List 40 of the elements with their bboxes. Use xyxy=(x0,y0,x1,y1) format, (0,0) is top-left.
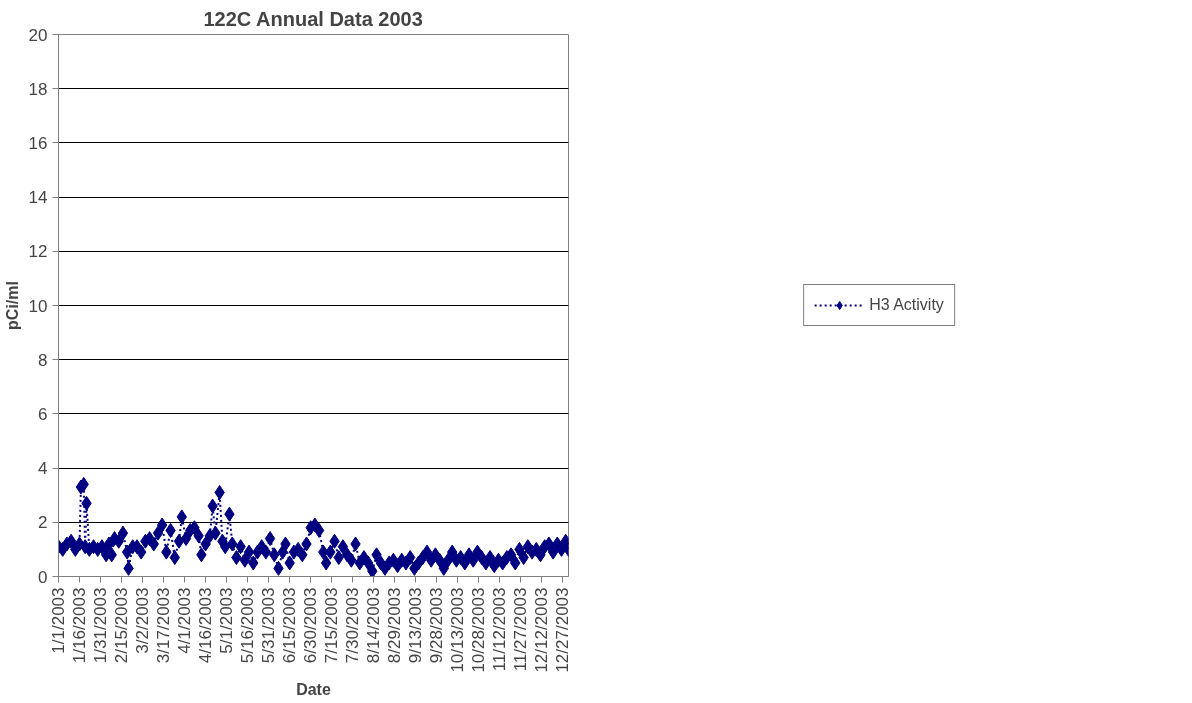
y-tick-label: 2 xyxy=(38,513,48,533)
x-tick-label: 5/16/2003 xyxy=(238,587,258,664)
y-tick-label: 12 xyxy=(28,242,48,262)
y-tick-label: 10 xyxy=(28,296,48,316)
x-axis-title: Date xyxy=(296,680,331,698)
y-tick-label: 18 xyxy=(28,79,48,99)
x-tick-label: 7/30/2003 xyxy=(343,587,363,664)
y-tick-label: 14 xyxy=(28,188,48,208)
y-tick-label: 6 xyxy=(38,404,48,424)
x-tick-label: 11/27/2003 xyxy=(511,587,531,672)
x-tick-label: 1/1/2003 xyxy=(49,587,68,654)
x-tick-label: 7/15/2003 xyxy=(322,587,342,664)
x-tick-label: 10/28/2003 xyxy=(469,587,489,673)
x-tick-label: 3/17/2003 xyxy=(154,587,174,664)
y-tick-label: 0 xyxy=(38,567,48,587)
y-tick-label: 4 xyxy=(38,459,48,479)
x-tick-label: 5/1/2003 xyxy=(217,587,237,654)
x-tick-label: 4/16/2003 xyxy=(196,587,216,664)
x-tick-label: 12/12/2003 xyxy=(532,587,552,673)
y-tick-label: 8 xyxy=(38,350,48,370)
x-tick-label: 1/16/2003 xyxy=(70,587,90,664)
x-tick-label: 9/13/2003 xyxy=(406,587,426,664)
x-tick-label: 1/31/2003 xyxy=(91,587,111,664)
y-axis-title: pCi/ml xyxy=(3,281,21,330)
x-tick-label: 6/30/2003 xyxy=(301,587,321,664)
x-tick-label: 2/15/2003 xyxy=(112,587,132,664)
x-tick-label: 6/15/2003 xyxy=(280,587,300,664)
x-tick-label: 8/14/2003 xyxy=(364,587,384,664)
x-tick-label: 9/28/2003 xyxy=(427,587,447,664)
x-tick-label: 11/12/2003 xyxy=(490,587,510,672)
y-tick-label: 20 xyxy=(28,25,48,45)
x-tick-label: 4/1/2003 xyxy=(175,587,195,654)
chart-title: 122C Annual Data 2003 xyxy=(203,7,423,30)
x-tick-label: 8/29/2003 xyxy=(385,587,405,664)
y-tick-label: 16 xyxy=(28,133,48,153)
x-tick-label: 12/27/2003 xyxy=(553,587,573,673)
x-tick-label: 5/31/2003 xyxy=(259,587,279,664)
legend-label: H3 Activity xyxy=(869,296,944,314)
x-tick-label: 3/2/2003 xyxy=(133,587,153,654)
x-tick-label: 10/13/2003 xyxy=(448,587,468,673)
